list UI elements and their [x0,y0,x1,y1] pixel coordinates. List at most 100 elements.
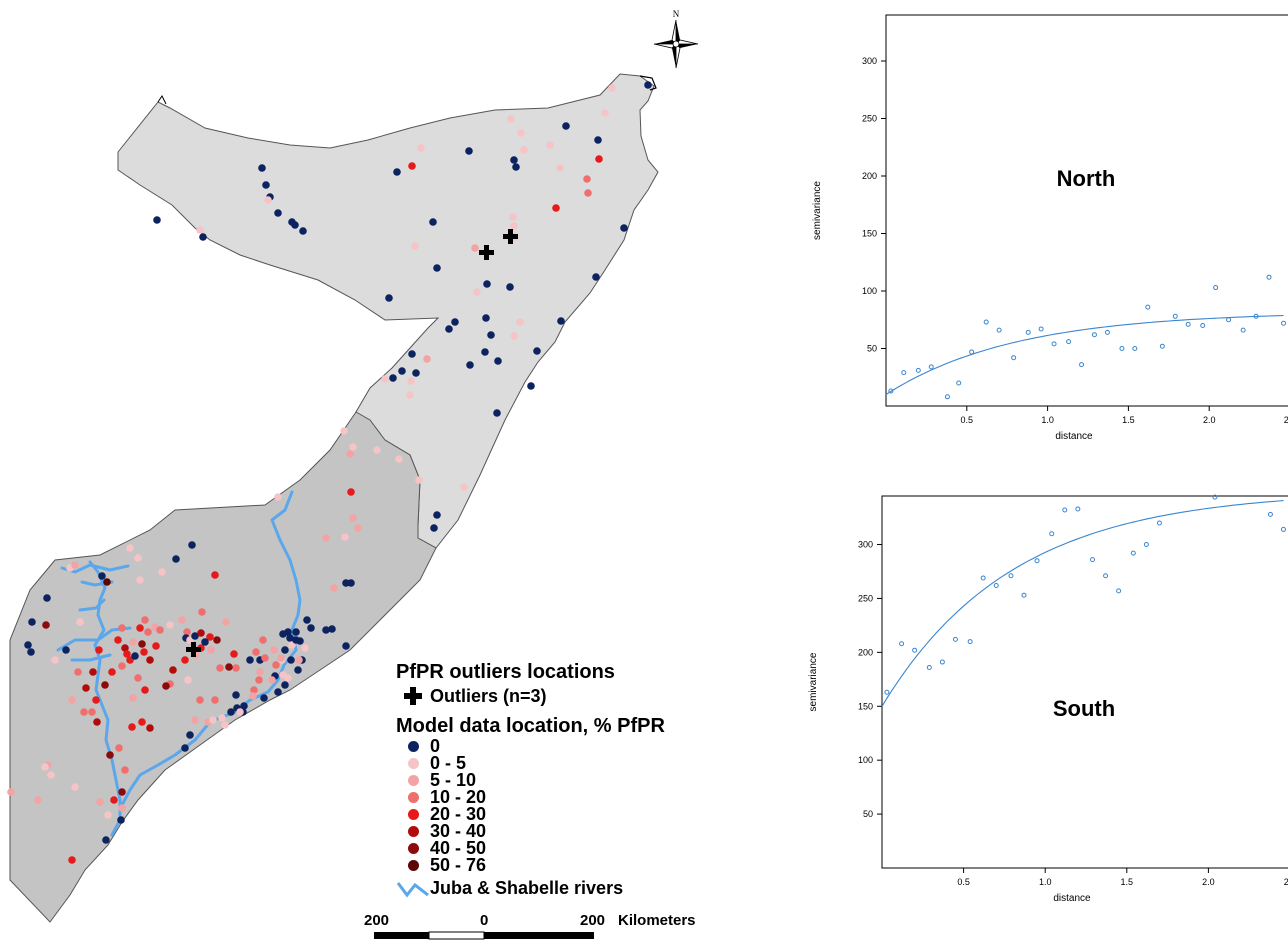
data-point [277,654,285,662]
data-point [71,561,79,569]
semivariance-point [1025,329,1031,335]
data-point [209,716,217,724]
data-point [129,638,137,646]
data-point [557,317,565,325]
semivariance-point [1213,285,1219,291]
semivariance-point [1159,343,1165,349]
legend-rivers: Juba & Shabelle rivers [396,876,716,900]
data-point [252,648,260,656]
data-point [197,629,205,637]
data-point [303,616,311,624]
semivariance-point [912,647,918,653]
north-zone [117,73,659,549]
north-arrow: N [653,9,699,69]
semivariance-point [993,582,999,588]
data-point [408,162,416,170]
data-point [552,204,560,212]
data-point [184,676,192,684]
coast-detail-tip [639,75,657,91]
data-point [121,766,129,774]
data-point [385,294,393,302]
semivariance-point [1240,327,1246,333]
data-point [258,164,266,172]
legend-dot [407,826,419,837]
data-point [261,654,269,662]
data-point [191,632,199,640]
data-point [211,696,219,704]
legend-dot [407,775,419,786]
data-point [110,796,118,804]
semivariance-point [928,364,934,370]
data-point [506,283,514,291]
data-point [156,626,164,634]
semivariance-point [1280,526,1286,532]
scale-mid-label: 0 [480,912,489,929]
x-tick-label: 2.0 [1203,415,1216,425]
data-point [286,634,294,642]
data-point [230,650,238,658]
data-point [482,314,490,322]
data-point [322,626,330,634]
data-point [340,427,348,435]
data-point [102,836,110,844]
data-point [346,450,354,458]
semivariance-point [1103,573,1109,579]
y-tick-label: 50 [863,809,873,819]
semivariance-point [1212,494,1218,500]
data-point [510,222,518,230]
y-tick-label: 150 [862,229,877,239]
south-variogram: 50 100 150 200 250 300 0.5 1.0 1.5 2.0 2.5 distance… [808,494,1288,904]
semivariance-point [1145,304,1151,310]
data-point [74,668,82,676]
semivariance-point [1021,592,1027,598]
legend-class-row: 30 - 40 [396,822,716,840]
semivariance-point [1038,326,1044,332]
data-point [162,682,170,690]
data-point [533,347,541,355]
legend-dot [407,843,419,854]
data-point [510,156,518,164]
data-point [89,668,97,676]
data-point [207,646,215,654]
data-point [507,115,515,123]
panel-title: South [1053,696,1115,721]
data-point [28,618,36,626]
data-point [196,226,204,234]
semivariance-point [967,639,973,645]
data-point [259,636,267,644]
data-point [417,144,425,152]
y-tick-label: 250 [858,593,873,603]
semivariance-point [1266,274,1272,280]
juba-tributary-4 [70,653,112,662]
semivariance-point [969,349,975,355]
data-point [211,571,219,579]
data-point [296,637,304,645]
coast-detail [157,95,167,105]
semivariance-point [1119,346,1125,351]
outlier-marker [479,245,494,260]
data-point [262,181,270,189]
y-tick-label: 300 [858,540,873,550]
data-point [562,122,570,130]
data-point [471,244,479,252]
data-point [460,483,468,491]
semivariance-point [915,367,921,373]
data-point [136,624,144,632]
data-point [473,288,481,296]
data-point [287,656,295,664]
legend-class-row: 40 - 50 [396,839,716,857]
data-point [131,652,139,660]
semivariance-point [952,636,958,642]
outlier-marker [503,229,518,244]
data-point [592,273,600,281]
x-tick-label: 0.5 [957,877,970,887]
x-tick-label: 2.0 [1202,877,1215,887]
data-point [191,716,199,724]
data-point [294,666,302,674]
data-point [354,524,362,532]
data-point [138,718,146,726]
legend-model-title: Model data location, % PfPR [396,715,665,737]
model-curve [885,314,1284,395]
data-point [118,804,126,812]
semivariance-point [956,380,962,386]
